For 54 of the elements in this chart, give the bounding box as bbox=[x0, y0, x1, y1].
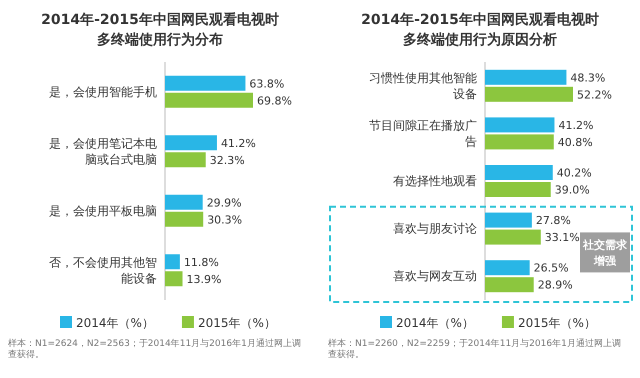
y-tick-label: 是，会使用平板电脑 bbox=[49, 204, 157, 218]
y-tick-label: 喜欢与网友互动 bbox=[393, 269, 477, 284]
data-label: 41.2% bbox=[220, 136, 256, 150]
text: 样本：N1=2260，N2=2259；于2014年11月与2016年1月通过网上调查获得。 bbox=[328, 338, 621, 360]
y-tick-label: 节目间隙正在播放广告 bbox=[369, 118, 477, 148]
y-tick-label: 有选择性地观看 bbox=[393, 174, 477, 188]
chart-title: 2014年-2015年中国网民观看电视时多终端使用行为原因分析 bbox=[361, 11, 599, 48]
data-label: 28.9% bbox=[538, 278, 573, 292]
data-label: 27.8% bbox=[536, 214, 571, 228]
legend-label: 2014年（%） bbox=[76, 316, 154, 330]
bar bbox=[165, 76, 246, 91]
bar bbox=[165, 271, 183, 286]
bar bbox=[485, 212, 532, 228]
data-label: 29.9% bbox=[206, 196, 242, 210]
data-label: 33.1% bbox=[544, 231, 580, 244]
bar bbox=[165, 254, 180, 270]
bar bbox=[485, 277, 534, 292]
bar bbox=[165, 152, 206, 168]
bar bbox=[485, 182, 551, 197]
bar bbox=[485, 230, 541, 245]
legend-label: 2014年（%） bbox=[396, 316, 474, 330]
data-label: 48.3% bbox=[570, 71, 606, 84]
bar bbox=[485, 260, 530, 276]
y-tick-label: 习惯性使用其他智能设备 bbox=[369, 70, 477, 101]
data-label: 69.8% bbox=[257, 94, 292, 108]
data-label: 30.3% bbox=[207, 213, 242, 226]
bar bbox=[165, 135, 217, 150]
bar bbox=[165, 92, 253, 108]
legend-label: 2015年（%） bbox=[518, 316, 596, 330]
y-tick-label: 是，会使用笔记本电脑或台式电脑 bbox=[49, 136, 157, 166]
data-label: 13.9% bbox=[186, 272, 222, 286]
bar bbox=[485, 165, 553, 180]
bar bbox=[485, 86, 573, 102]
chart-title: 2014年-2015年中国网民观看电视时多终端使用行为分布 bbox=[41, 11, 279, 48]
y-tick-label: 否，不会使用其他智能设备 bbox=[49, 255, 157, 286]
data-label: 40.8% bbox=[558, 136, 593, 149]
text: 社交需求增强 bbox=[582, 238, 628, 268]
data-label: 63.8% bbox=[249, 77, 284, 90]
bar bbox=[485, 134, 554, 150]
data-label: 39.0% bbox=[554, 184, 590, 196]
legend-label: 2015年（%） bbox=[198, 316, 276, 330]
bar bbox=[485, 70, 566, 85]
data-label: 41.2% bbox=[558, 118, 594, 132]
text: 样本：N1=2624，N2=2563；于2014年11月与2016年1月通过网上调查获得。 bbox=[8, 338, 301, 360]
y-tick-label: 是，会使用智能手机 bbox=[49, 84, 157, 99]
data-label: 11.8% bbox=[184, 256, 219, 269]
bar bbox=[485, 117, 554, 132]
data-label: 32.3% bbox=[210, 154, 245, 167]
y-tick-label: 喜欢与朋友讨论 bbox=[393, 222, 477, 236]
data-label: 40.2% bbox=[556, 166, 592, 180]
data-label: 52.2% bbox=[577, 88, 612, 102]
data-label: 26.5% bbox=[534, 262, 569, 275]
bar bbox=[165, 194, 203, 210]
bar bbox=[165, 212, 204, 227]
